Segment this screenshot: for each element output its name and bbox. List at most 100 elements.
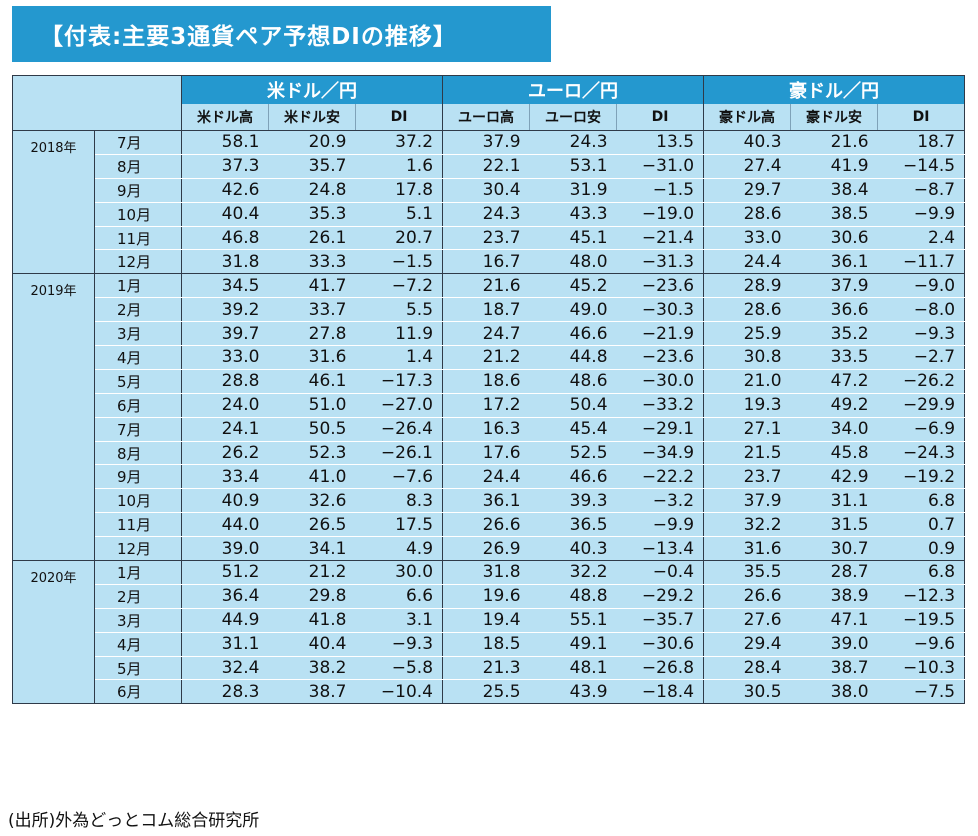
value-cell-eur-di: −34.9 [616, 441, 704, 466]
value-cell-aud-high: 28.6 [703, 202, 791, 227]
value-cell-aud-di: 0.7 [877, 512, 966, 538]
value-cell-aud-di: −24.3 [877, 441, 966, 466]
value-cell-aud-low: 31.5 [790, 512, 878, 538]
value-cell-eur-di: −26.8 [616, 656, 704, 681]
value-cell-eur-di: −31.3 [616, 249, 704, 275]
value-cell-usd-low: 26.5 [268, 512, 356, 538]
value-cell-usd-di: 4.9 [355, 536, 443, 562]
value-cell-aud-di: −8.0 [877, 297, 966, 323]
value-cell-usd-low: 20.9 [268, 130, 356, 155]
value-cell-aud-high: 25.9 [703, 321, 791, 347]
value-cell-eur-di: −35.7 [616, 608, 704, 633]
value-cell-eur-high: 21.2 [442, 345, 530, 370]
value-cell-usd-di: −9.3 [355, 632, 443, 657]
value-cell-usd-high: 36.4 [181, 584, 269, 609]
value-cell-usd-low: 32.6 [268, 488, 356, 514]
table-row: 3月 44.9 41.8 3.1 19.4 55.1 −35.7 27.6 47.1 −19.5 [13, 608, 966, 633]
value-cell-eur-di: −30.0 [616, 369, 704, 394]
month-cell: 5月 [94, 656, 182, 681]
value-cell-usd-low: 41.0 [268, 464, 356, 490]
value-cell-aud-low: 30.7 [790, 536, 878, 562]
value-cell-eur-high: 16.7 [442, 249, 530, 275]
value-cell-aud-low: 47.2 [790, 369, 878, 394]
month-cell: 6月 [94, 679, 182, 705]
value-cell-usd-di: 6.6 [355, 584, 443, 609]
table-row: 7月 24.1 50.5 −26.4 16.3 45.4 −29.1 27.1 34.0 −6.9 [13, 417, 966, 442]
value-cell-aud-high: 23.7 [703, 464, 791, 490]
value-cell-eur-high: 24.7 [442, 321, 530, 347]
value-cell-aud-low: 45.8 [790, 441, 878, 466]
table-row: 9月 33.4 41.0 −7.6 24.4 46.6 −22.2 23.7 42.9 −19.2 [13, 464, 966, 490]
value-cell-eur-di: −23.6 [616, 273, 704, 299]
year-cell: 2019年 [12, 273, 95, 562]
value-cell-aud-di: −2.7 [877, 345, 966, 370]
value-cell-aud-low: 41.9 [790, 154, 878, 179]
month-cell: 10月 [94, 488, 182, 514]
value-cell-eur-high: 25.5 [442, 679, 530, 705]
table-row: 9月 42.6 24.8 17.8 30.4 31.9 −1.5 29.7 38.4 −8.7 [13, 178, 966, 203]
table-row: 2月 36.4 29.8 6.6 19.6 48.8 −29.2 26.6 38.9 −12.3 [13, 584, 966, 609]
value-cell-usd-high: 33.0 [181, 345, 269, 370]
table-row: 10月 40.4 35.3 5.1 24.3 43.3 −19.0 28.6 38.5 −9.9 [13, 202, 966, 227]
value-cell-usd-low: 24.8 [268, 178, 356, 203]
value-cell-usd-low: 33.3 [268, 249, 356, 275]
month-cell: 11月 [94, 512, 182, 538]
value-cell-usd-di: −26.4 [355, 417, 443, 442]
value-cell-eur-low: 40.3 [529, 536, 617, 562]
month-cell: 5月 [94, 369, 182, 394]
value-cell-aud-low: 30.6 [790, 226, 878, 251]
value-cell-usd-di: 1.6 [355, 154, 443, 179]
table-row: 12月 31.8 33.3 −1.5 16.7 48.0 −31.3 24.4 36.1 −11.… [13, 249, 966, 275]
value-cell-aud-low: 34.0 [790, 417, 878, 442]
value-cell-aud-high: 28.9 [703, 273, 791, 299]
value-cell-eur-high: 36.1 [442, 488, 530, 514]
value-cell-usd-di: 37.2 [355, 130, 443, 155]
value-cell-eur-low: 36.5 [529, 512, 617, 538]
table-row: 2018年 7月 58.1 20.9 37.2 37.9 24.3 13.5 40.3 21.6 1… [12, 130, 966, 275]
month-cell: 4月 [94, 345, 182, 370]
value-cell-eur-di: 13.5 [616, 130, 704, 155]
value-cell-eur-high: 26.9 [442, 536, 530, 562]
value-cell-aud-high: 29.4 [703, 632, 791, 657]
value-cell-aud-di: 6.8 [877, 560, 966, 585]
value-cell-aud-high: 19.3 [703, 393, 791, 418]
group-header-usdjpy: 米ドル／円 [180, 75, 443, 104]
value-cell-eur-low: 49.1 [529, 632, 617, 657]
value-cell-aud-high: 35.5 [703, 560, 791, 585]
value-cell-usd-low: 38.7 [268, 679, 356, 705]
value-cell-eur-di: −29.1 [616, 417, 704, 442]
value-cell-aud-low: 47.1 [790, 608, 878, 633]
value-cell-usd-high: 26.2 [181, 441, 269, 466]
value-cell-aud-high: 24.4 [703, 249, 791, 275]
value-cell-aud-high: 27.4 [703, 154, 791, 179]
value-cell-usd-high: 44.0 [181, 512, 269, 538]
value-cell-aud-high: 31.6 [703, 536, 791, 562]
value-cell-usd-di: −17.3 [355, 369, 443, 394]
table-row: 2月 39.2 33.7 5.5 18.7 49.0 −30.3 28.6 36.6 −8.0 [13, 297, 966, 323]
month-cell: 7月 [94, 417, 182, 442]
value-cell-eur-low: 48.8 [529, 584, 617, 609]
subheader-eur-di: DI [616, 103, 704, 131]
subheader-aud-di: DI [877, 103, 966, 131]
value-cell-usd-high: 24.1 [181, 417, 269, 442]
value-cell-eur-high: 22.1 [442, 154, 530, 179]
value-cell-aud-di: −9.6 [877, 632, 966, 657]
value-cell-eur-low: 45.2 [529, 273, 617, 299]
value-cell-aud-high: 27.6 [703, 608, 791, 633]
value-cell-eur-high: 23.7 [442, 226, 530, 251]
value-cell-aud-low: 28.7 [790, 560, 878, 585]
value-cell-aud-di: −7.5 [877, 679, 966, 705]
month-cell: 1月 [94, 560, 182, 585]
value-cell-aud-di: −12.3 [877, 584, 966, 609]
subheader-eur-high: ユーロ高 [442, 103, 530, 131]
value-cell-eur-di: −9.9 [616, 512, 704, 538]
value-cell-eur-di: −23.6 [616, 345, 704, 370]
value-cell-usd-di: −7.2 [355, 273, 443, 299]
value-cell-usd-high: 44.9 [181, 608, 269, 633]
value-cell-aud-di: 6.8 [877, 488, 966, 514]
value-cell-aud-low: 37.9 [790, 273, 878, 299]
value-cell-eur-low: 53.1 [529, 154, 617, 179]
value-cell-usd-di: 17.5 [355, 512, 443, 538]
month-cell: 9月 [94, 178, 182, 203]
value-cell-aud-high: 26.6 [703, 584, 791, 609]
